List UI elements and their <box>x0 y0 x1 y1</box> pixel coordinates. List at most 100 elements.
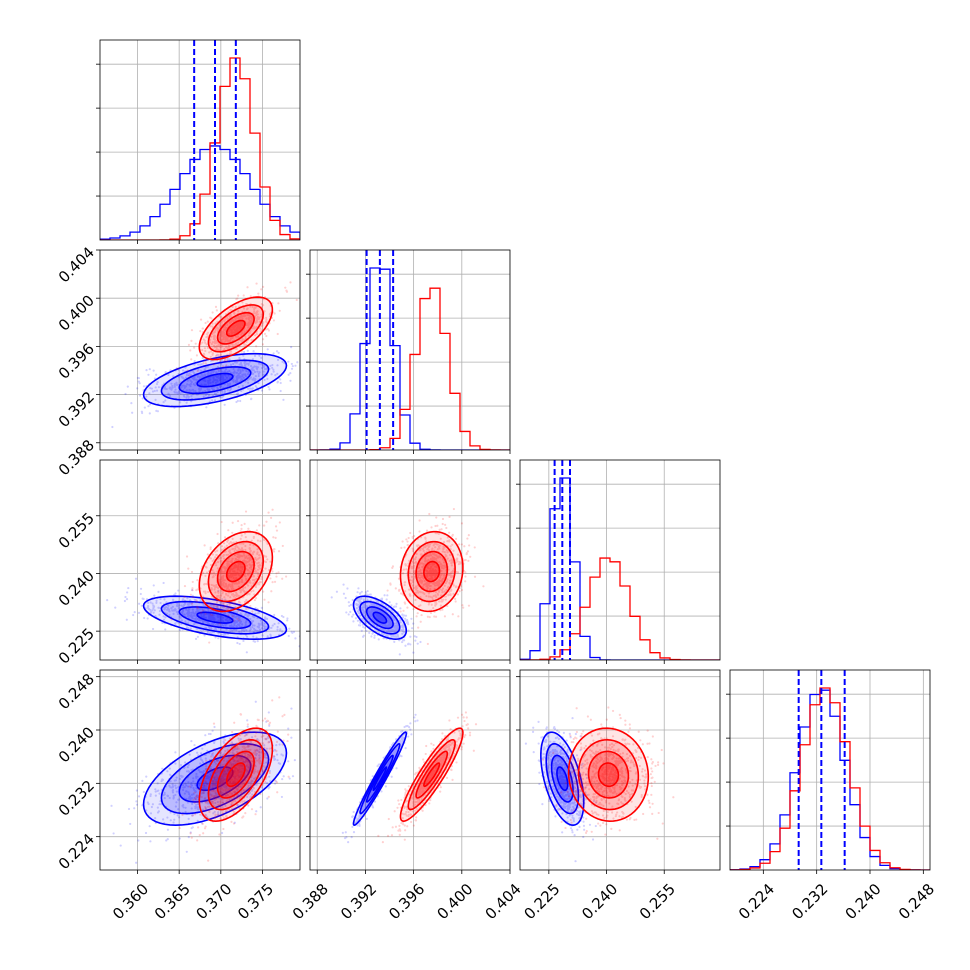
scatter-point <box>257 566 261 569</box>
scatter-point <box>394 628 397 631</box>
scatter-point <box>435 602 438 605</box>
scatter-point <box>114 606 117 609</box>
scatter-point <box>253 578 256 582</box>
scatter-point <box>220 589 223 592</box>
scatter-point <box>188 611 191 614</box>
scatter-point <box>432 562 436 565</box>
scatter-point <box>220 602 223 605</box>
scatter-point <box>232 328 236 331</box>
scatter-point <box>244 733 248 736</box>
scatter-point <box>166 816 169 819</box>
scatter-point <box>352 620 355 623</box>
scatter-point <box>199 369 202 372</box>
scatter-point <box>263 310 266 313</box>
scatter-point <box>273 782 277 785</box>
scatter-point <box>235 544 238 547</box>
scatter-point <box>135 800 138 803</box>
scatter-point <box>202 791 206 795</box>
scatter-point <box>442 561 446 564</box>
scatter-point <box>270 626 273 629</box>
scatter-point <box>409 643 412 646</box>
scatter-point <box>285 290 289 293</box>
scatter-point <box>241 566 244 569</box>
scatter-point <box>190 570 194 574</box>
scatter-point <box>434 595 438 598</box>
scatter-point <box>212 572 216 575</box>
scatter-point <box>237 316 240 319</box>
scatter-point <box>419 640 422 644</box>
scatter-point <box>243 760 247 764</box>
scatter-point <box>147 601 150 605</box>
scatter-point <box>173 382 176 386</box>
y-tick-label: 0.396 <box>55 340 98 383</box>
scatter-point <box>239 555 242 558</box>
scatter-point <box>211 779 215 783</box>
scatter-point <box>216 387 219 390</box>
scatter-point <box>358 601 361 604</box>
scatter-point <box>369 611 372 614</box>
scatter-point <box>180 386 183 389</box>
scatter-point <box>171 789 174 792</box>
scatter-point <box>239 375 242 378</box>
scatter-point <box>251 553 254 556</box>
scatter-point <box>265 761 268 764</box>
scatter-point <box>260 622 263 625</box>
scatter-point <box>217 632 220 635</box>
scatter-point <box>406 620 409 623</box>
scatter-point <box>450 558 454 561</box>
scatter-point <box>289 281 292 284</box>
scatter-point <box>445 580 448 583</box>
scatter-point <box>246 557 249 560</box>
scatter-point <box>182 384 186 387</box>
scatter-point <box>254 375 257 378</box>
scatter-point <box>372 604 375 607</box>
scatter-point <box>281 577 284 580</box>
scatter-point <box>205 343 208 346</box>
scatter-point <box>305 371 307 373</box>
scatter-point <box>388 622 391 625</box>
scatter-point <box>252 640 255 643</box>
scatter-point <box>198 387 201 390</box>
scatter-point <box>371 610 374 613</box>
scatter-point <box>269 560 272 563</box>
scatter-point <box>214 327 217 330</box>
scatter-point <box>426 642 429 646</box>
scatter-point <box>390 621 393 624</box>
scatter-point <box>209 381 212 385</box>
scatter-point <box>215 778 218 781</box>
scatter-point <box>213 588 216 591</box>
scatter-point <box>413 558 417 561</box>
scatter-point <box>357 603 361 606</box>
scatter-point <box>203 798 206 801</box>
scatter-point <box>142 597 145 601</box>
scatter-point <box>249 295 252 298</box>
scatter-point <box>190 807 193 810</box>
scatter-point <box>448 515 451 518</box>
scatter-point <box>248 629 252 632</box>
scatter-point <box>262 624 265 627</box>
scatter-point <box>230 568 234 571</box>
scatter-point <box>231 615 234 618</box>
scatter-point <box>265 738 268 741</box>
scatter-point <box>193 376 196 379</box>
scatter-point <box>250 564 253 567</box>
contour-1-1 <box>216 311 255 345</box>
scatter-point <box>231 557 234 560</box>
scatter-point <box>235 767 238 770</box>
scatter-point <box>212 344 216 347</box>
scatter-point <box>450 571 453 574</box>
scatter-point <box>256 366 259 369</box>
scatter-point <box>232 595 235 598</box>
scatter-point <box>227 576 231 579</box>
scatter-point <box>242 354 245 357</box>
scatter-point <box>211 572 214 575</box>
scatter-point <box>178 629 182 632</box>
scatter-point <box>216 376 219 379</box>
scatter-point <box>245 560 249 563</box>
scatter-point <box>256 608 259 612</box>
scatter-point <box>175 384 179 387</box>
scatter-point <box>230 333 233 336</box>
scatter-point <box>126 591 129 594</box>
scatter-point <box>445 526 448 530</box>
scatter-point <box>454 586 458 589</box>
